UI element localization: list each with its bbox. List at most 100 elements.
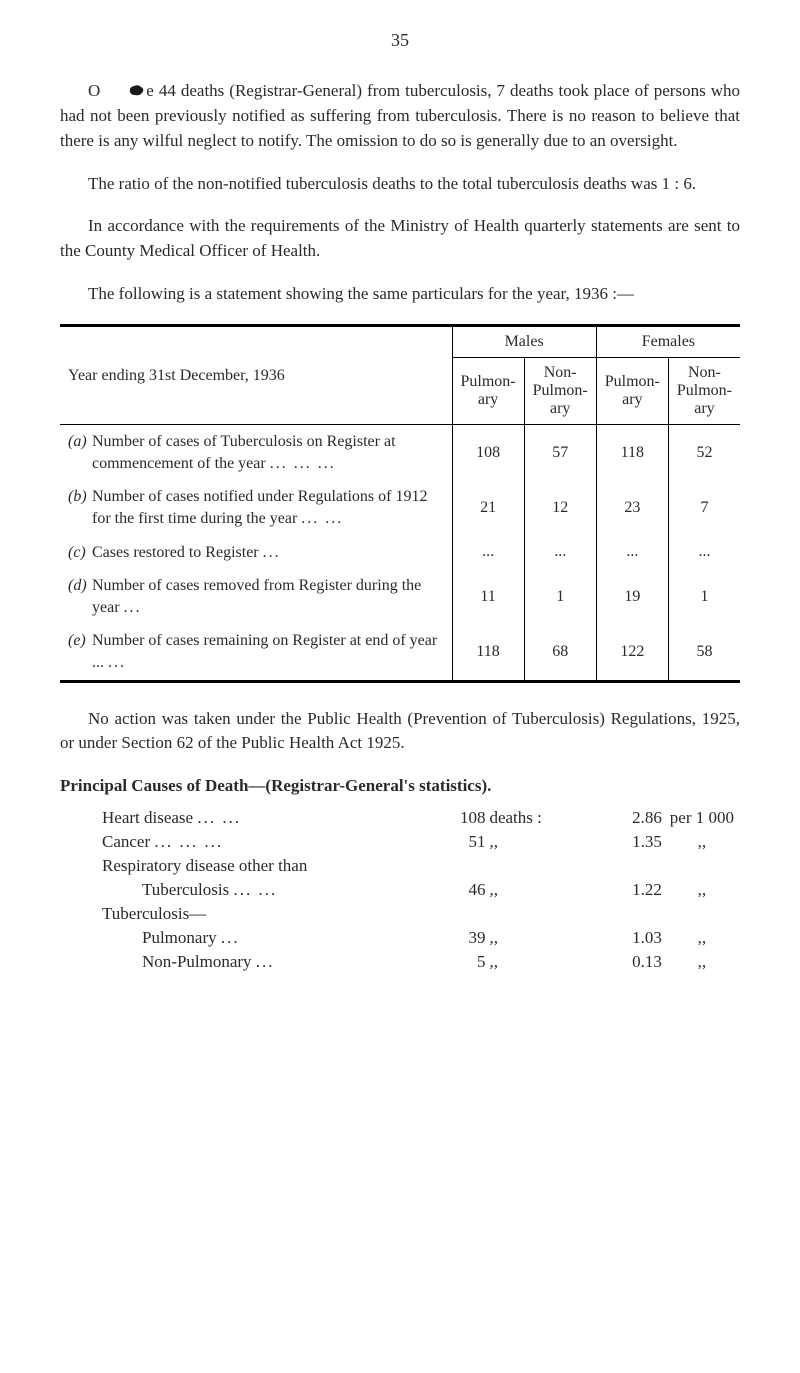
cause-tail: per 1 000 bbox=[664, 806, 740, 830]
table-row: (b)Number of cases notified under Regula… bbox=[60, 480, 740, 535]
row-dots: ... bbox=[263, 544, 281, 561]
cell-fnp: 1 bbox=[668, 569, 740, 624]
cause-rate: 0.13 bbox=[592, 950, 663, 974]
year-ending-label: Year ending 31st December, 1936 bbox=[60, 326, 452, 425]
cell-mnp: 68 bbox=[524, 624, 596, 681]
row-key: (d) bbox=[68, 575, 92, 597]
cause-rate bbox=[592, 902, 663, 926]
row-key: (b) bbox=[68, 486, 92, 508]
cause-label: Tuberculosis bbox=[62, 880, 229, 899]
cause-rate bbox=[592, 854, 663, 878]
row-dots: ... ... bbox=[301, 510, 343, 527]
document-page: 35 Oe 44 deaths (Registrar-General) from… bbox=[0, 0, 800, 1014]
males-nonpulmonary-header: Non- Pulmon- ary bbox=[524, 358, 596, 425]
paragraph-4: The following is a statement showing the… bbox=[60, 282, 740, 307]
paragraph-5: No action was taken under the Public Hea… bbox=[60, 707, 740, 756]
cause-unit bbox=[487, 902, 592, 926]
paragraph-3: In accordance with the requirements of t… bbox=[60, 214, 740, 263]
cause-tail bbox=[664, 854, 740, 878]
cell-fnp: 7 bbox=[668, 480, 740, 535]
cause-label: Cancer bbox=[62, 832, 150, 851]
cause-rate: 2.86 bbox=[592, 806, 663, 830]
cause-row: Heart disease ... ... 108 deaths : 2.86 … bbox=[60, 806, 740, 830]
paragraph-2: The ratio of the non-notified tuberculos… bbox=[60, 172, 740, 197]
tuberculosis-table: Year ending 31st December, 1936 Males Fe… bbox=[60, 324, 740, 682]
cell-fp: ... bbox=[596, 536, 668, 570]
cause-unit bbox=[487, 854, 592, 878]
row-key: (e) bbox=[68, 630, 92, 652]
causes-heading: Principal Causes of Death—(Registrar-Gen… bbox=[60, 776, 740, 796]
cell-mnp: 12 bbox=[524, 480, 596, 535]
cause-num: 108 bbox=[427, 806, 487, 830]
cause-row: Cancer ... ... ... 51 ,, 1.35 ,, bbox=[60, 830, 740, 854]
cause-unit: ,, bbox=[487, 926, 592, 950]
table-row: (a)Number of cases of Tuberculosis on Re… bbox=[60, 425, 740, 481]
females-nonpulmonary-header: Non- Pulmon- ary bbox=[668, 358, 740, 425]
cause-label: Pulmonary bbox=[62, 928, 217, 947]
cause-dots: ... bbox=[221, 928, 240, 947]
cell-mnp: 57 bbox=[524, 425, 596, 481]
row-label-text: Number of cases remaining on Register at… bbox=[92, 632, 437, 671]
cell-mp: 21 bbox=[452, 480, 524, 535]
cause-dots: ... ... bbox=[233, 880, 277, 899]
cause-tail: ,, bbox=[664, 830, 740, 854]
p1-pre: O bbox=[88, 81, 100, 100]
cell-fp: 118 bbox=[596, 425, 668, 481]
cell-mp: 118 bbox=[452, 624, 524, 681]
cause-dots: ... bbox=[256, 952, 275, 971]
cause-num: 5 bbox=[427, 950, 487, 974]
cause-tail: ,, bbox=[664, 926, 740, 950]
row-label-text: Number of cases notified under Regulatio… bbox=[92, 488, 427, 527]
cell-fp: 23 bbox=[596, 480, 668, 535]
cause-unit: deaths : bbox=[487, 806, 592, 830]
cell-fnp: 52 bbox=[668, 425, 740, 481]
row-dots: ... bbox=[108, 654, 126, 671]
cause-num: 39 bbox=[427, 926, 487, 950]
row-label-text: Cases restored to Register bbox=[92, 544, 259, 561]
females-header: Females bbox=[596, 326, 740, 358]
males-pulmonary-header: Pulmon- ary bbox=[452, 358, 524, 425]
cause-rate: 1.35 bbox=[592, 830, 663, 854]
cell-mp: 108 bbox=[452, 425, 524, 481]
cause-unit: ,, bbox=[487, 950, 592, 974]
table-row: (c)Cases restored to Register ... ... ..… bbox=[60, 536, 740, 570]
cause-num bbox=[427, 902, 487, 926]
cause-label: Non-Pulmonary bbox=[62, 952, 252, 971]
cause-tail: ,, bbox=[664, 950, 740, 974]
cell-fnp: ... bbox=[668, 536, 740, 570]
cell-fp: 122 bbox=[596, 624, 668, 681]
table-row: (e)Number of cases remaining on Register… bbox=[60, 624, 740, 681]
row-dots: ... ... ... bbox=[270, 455, 336, 472]
cause-row: Respiratory disease other than bbox=[60, 854, 740, 878]
cause-label: Tuberculosis— bbox=[62, 904, 206, 923]
cause-num bbox=[427, 854, 487, 878]
cause-row: Pulmonary ... 39 ,, 1.03 ,, bbox=[60, 926, 740, 950]
cause-row: Non-Pulmonary ... 5 ,, 0.13 ,, bbox=[60, 950, 740, 974]
row-dots: ... bbox=[124, 599, 142, 616]
females-pulmonary-header: Pulmon- ary bbox=[596, 358, 668, 425]
p1-post: e 44 deaths (Registrar-General) from tub… bbox=[60, 81, 740, 150]
cause-dots: ... ... ... bbox=[154, 832, 223, 851]
cause-dots: ... ... bbox=[197, 808, 241, 827]
cause-label: Respiratory disease other than bbox=[62, 856, 307, 875]
table-row: (d)Number of cases removed from Register… bbox=[60, 569, 740, 624]
cell-mp: 11 bbox=[452, 569, 524, 624]
cell-mnp: 1 bbox=[524, 569, 596, 624]
cause-tail: ,, bbox=[664, 878, 740, 902]
cause-row: Tuberculosis— bbox=[60, 902, 740, 926]
cause-num: 46 bbox=[427, 878, 487, 902]
page-number: 35 bbox=[60, 30, 740, 51]
row-label-text: Number of cases of Tuberculosis on Regis… bbox=[92, 433, 396, 472]
cause-rate: 1.22 bbox=[592, 878, 663, 902]
cell-mp: ... bbox=[452, 536, 524, 570]
cause-row: Tuberculosis ... ... 46 ,, 1.22 ,, bbox=[60, 878, 740, 902]
cause-unit: ,, bbox=[487, 878, 592, 902]
row-key: (c) bbox=[68, 542, 92, 564]
cell-fp: 19 bbox=[596, 569, 668, 624]
causes-table: Heart disease ... ... 108 deaths : 2.86 … bbox=[60, 806, 740, 974]
cause-num: 51 bbox=[427, 830, 487, 854]
males-header: Males bbox=[452, 326, 596, 358]
cell-mnp: ... bbox=[524, 536, 596, 570]
ink-blot-icon bbox=[100, 80, 146, 105]
cause-rate: 1.03 bbox=[592, 926, 663, 950]
